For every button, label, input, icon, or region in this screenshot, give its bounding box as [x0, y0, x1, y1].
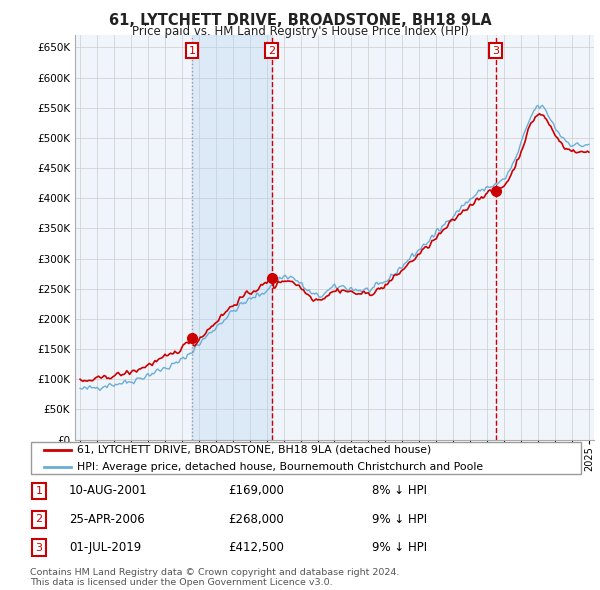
Text: 01-JUL-2019: 01-JUL-2019 — [69, 541, 141, 554]
Text: 9% ↓ HPI: 9% ↓ HPI — [372, 513, 427, 526]
Bar — [192, 35, 272, 440]
Text: 61, LYTCHETT DRIVE, BROADSTONE, BH18 9LA: 61, LYTCHETT DRIVE, BROADSTONE, BH18 9LA — [109, 13, 491, 28]
Text: 61, LYTCHETT DRIVE, BROADSTONE, BH18 9LA (detached house): 61, LYTCHETT DRIVE, BROADSTONE, BH18 9LA… — [77, 445, 431, 455]
Text: 2: 2 — [35, 514, 43, 524]
FancyBboxPatch shape — [31, 442, 581, 474]
Text: HPI: Average price, detached house, Bournemouth Christchurch and Poole: HPI: Average price, detached house, Bour… — [77, 463, 483, 473]
Text: 1: 1 — [35, 486, 43, 496]
Text: 9% ↓ HPI: 9% ↓ HPI — [372, 541, 427, 554]
Text: Contains HM Land Registry data © Crown copyright and database right 2024.
This d: Contains HM Land Registry data © Crown c… — [30, 568, 400, 587]
Text: £268,000: £268,000 — [228, 513, 284, 526]
Text: £412,500: £412,500 — [228, 541, 284, 554]
Text: 3: 3 — [35, 543, 43, 552]
Text: 25-APR-2006: 25-APR-2006 — [69, 513, 145, 526]
Text: 10-AUG-2001: 10-AUG-2001 — [69, 484, 148, 497]
Text: 8% ↓ HPI: 8% ↓ HPI — [372, 484, 427, 497]
Text: 3: 3 — [492, 45, 499, 55]
Text: 1: 1 — [188, 45, 196, 55]
Text: Price paid vs. HM Land Registry's House Price Index (HPI): Price paid vs. HM Land Registry's House … — [131, 25, 469, 38]
Text: £169,000: £169,000 — [228, 484, 284, 497]
Text: 2: 2 — [268, 45, 275, 55]
